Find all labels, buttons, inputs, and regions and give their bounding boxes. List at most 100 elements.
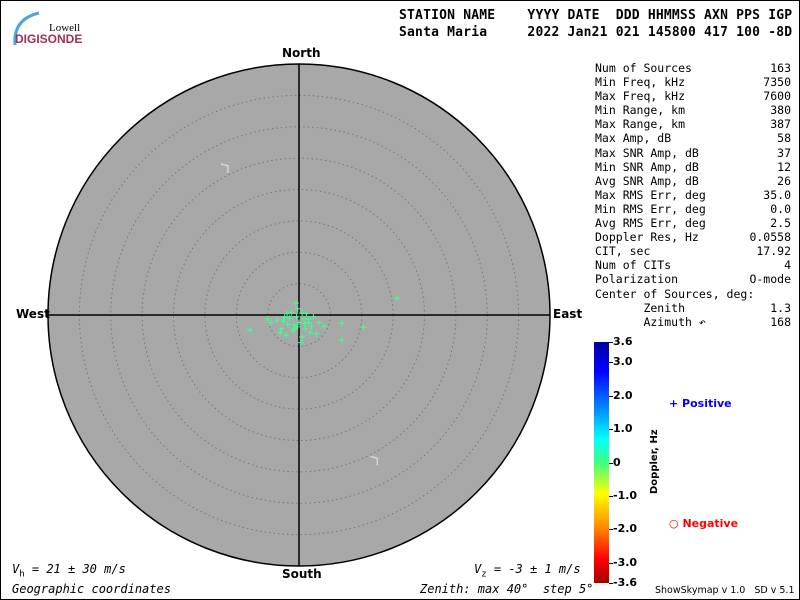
legend-positive: + Positive	[669, 397, 732, 410]
stats-row: Min RMS Err, deg 0.0	[595, 202, 791, 216]
source-point	[274, 317, 281, 324]
stats-label: Avg RMS Err, deg	[595, 216, 706, 231]
source-point	[281, 314, 288, 321]
source-point	[321, 323, 328, 330]
stats-row: Min SNR Amp, dB 12	[595, 160, 791, 174]
stats-label: Center of Sources, deg:	[595, 286, 755, 301]
source-point	[292, 300, 299, 307]
source-point	[299, 333, 306, 340]
zenith-scale-label: Zenith: max 40° step 5°	[420, 582, 594, 596]
colorbar-tick-label: 3.0	[613, 355, 633, 369]
colorbar-tick-mark	[609, 562, 613, 564]
label-east: East	[553, 307, 583, 321]
stats-row: Num of CITs 4	[595, 258, 791, 272]
stats-value: 26	[777, 173, 791, 188]
source-point	[264, 315, 271, 322]
stats-row: Max Amp, dB 58	[595, 131, 791, 145]
stats-row: Min Freq, kHz 7350	[595, 75, 791, 89]
stats-label: Doppler Res, Hz	[595, 230, 699, 245]
source-point	[313, 330, 320, 337]
stats-row: Max SNR Amp, dB 37	[595, 146, 791, 160]
colorbar-tick-label: 1.0	[613, 422, 633, 436]
stats-table: Num of Sources 163 Min Freq, kHz 7350 Max Fr…	[595, 61, 791, 329]
stats-value: 35.0	[763, 187, 791, 202]
stats-row: Polarization O-mode	[595, 272, 791, 286]
stats-label: Max Range, km	[595, 117, 686, 132]
stats-value: 37	[777, 145, 791, 160]
stats-row: Center of Sources, deg:	[595, 287, 791, 301]
stats-label: Avg SNR Amp, dB	[595, 173, 699, 188]
skymap-plot	[47, 63, 551, 567]
colorbar-tick-mark	[609, 462, 613, 464]
stats-label: Min Freq, kHz	[595, 75, 686, 90]
label-north: North	[282, 46, 321, 60]
source-point	[278, 325, 285, 332]
source-point	[297, 339, 304, 346]
stats-row: Min Range, km 380	[595, 103, 791, 117]
label-south: South	[282, 567, 322, 581]
stats-row: Max RMS Err, deg 35.0	[595, 188, 791, 202]
source-point	[310, 313, 317, 320]
stats-value: 1.3	[770, 300, 791, 315]
stats-row: Max Range, km 387	[595, 117, 791, 131]
stats-label: Min SNR Amp, dB	[595, 159, 699, 174]
stats-row: CIT, sec 17.92	[595, 244, 791, 258]
colorbar-tick-mark	[609, 583, 613, 584]
stats-row: Avg RMS Err, deg 2.5	[595, 216, 791, 230]
source-point	[277, 329, 284, 336]
colorbar-tick-label: -3.0	[613, 555, 638, 569]
source-point	[288, 309, 295, 316]
source-point	[283, 332, 290, 339]
colorbar-tick-mark	[609, 495, 613, 497]
colorbar-tick-mark	[609, 362, 613, 364]
stats-value: 387	[770, 117, 791, 132]
stats-label: Polarization	[595, 272, 679, 287]
stats-value: O-mode	[749, 272, 791, 287]
colorbar-tick-label: 2.0	[613, 388, 633, 402]
source-point	[247, 327, 254, 334]
colorbar-tick-mark	[609, 342, 613, 343]
stats-label: Azimuth ↶	[595, 314, 706, 329]
stats-row: Num of Sources 163	[595, 61, 791, 75]
source-point	[286, 315, 293, 322]
colorbar-tick-mark	[609, 529, 613, 531]
stats-value: 7600	[763, 89, 791, 104]
source-point	[307, 329, 314, 336]
stats-label: Zenith	[595, 300, 686, 315]
source-point	[303, 310, 310, 317]
digisonde-logo: Lowell DIGISONDE	[13, 11, 82, 46]
colorbar-tick-label: 0	[613, 455, 621, 469]
header-labels: STATION NAME YYYY DATE DDD HHMMSS AXN PP…	[399, 8, 793, 23]
stats-label: Num of Sources	[595, 61, 692, 75]
colorbar-tick-mark	[609, 395, 613, 397]
colorbar-tick-label: -3.6	[613, 576, 638, 589]
stats-label: Min RMS Err, deg	[595, 201, 706, 216]
colorbar-title: Doppler, Hz	[649, 429, 660, 494]
stats-value: 0.0558	[749, 230, 791, 245]
source-point	[360, 324, 367, 331]
colorbar-tick-label: -2.0	[613, 522, 638, 536]
stats-label: Max RMS Err, deg	[595, 187, 706, 202]
stats-row: Max Freq, kHz 7600	[595, 89, 791, 103]
stats-label: Num of CITs	[595, 258, 672, 273]
stats-value: 2.5	[770, 216, 791, 231]
source-point	[305, 319, 312, 326]
horizontal-velocity: Vh = 21 ± 30 m/s	[12, 562, 126, 580]
label-west: West	[16, 307, 50, 321]
stats-value: 168	[770, 314, 791, 329]
source-point	[301, 320, 308, 327]
stats-value: 7350	[763, 75, 791, 90]
source-point	[338, 337, 345, 344]
stats-label: CIT, sec	[595, 244, 651, 259]
svg-text:DIGISONDE: DIGISONDE	[15, 32, 82, 46]
source-point	[284, 321, 291, 328]
stats-value: 380	[770, 103, 791, 118]
source-point	[301, 315, 308, 322]
source-point	[302, 325, 309, 332]
stats-label: Max Freq, kHz	[595, 89, 686, 104]
colorbar-tick-label: -1.0	[613, 488, 638, 502]
source-point	[280, 318, 287, 325]
source-point	[316, 319, 323, 326]
coordinates-label: Geographic coordinates	[12, 582, 171, 596]
source-point	[338, 320, 345, 327]
